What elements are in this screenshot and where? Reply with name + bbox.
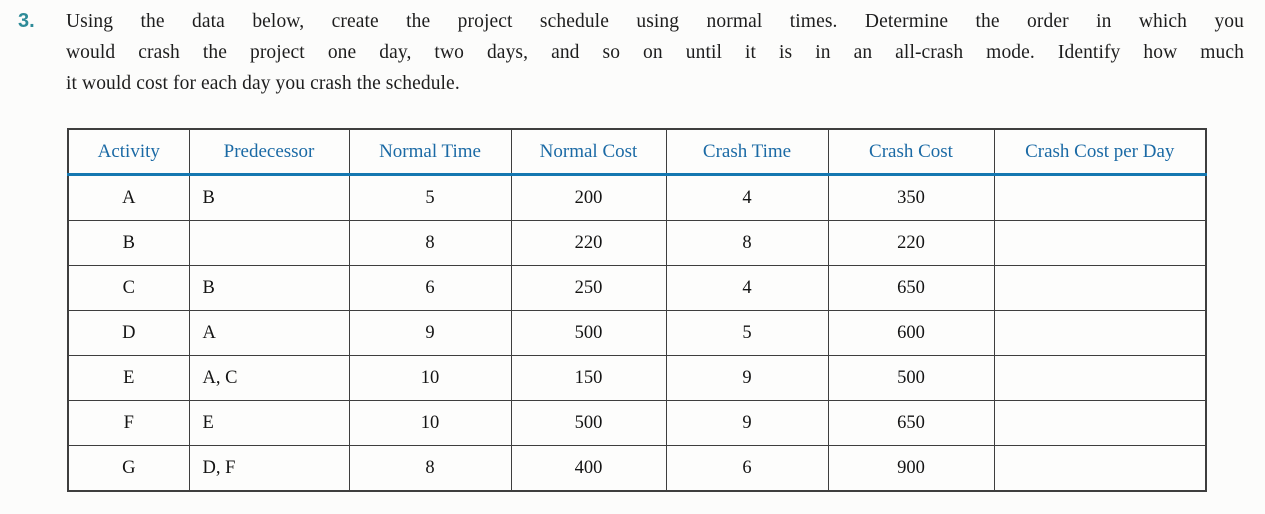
header-row: Activity Predecessor Normal Time Normal … — [67, 128, 1207, 176]
cell-normal-time: 10 — [348, 400, 512, 446]
cell-crash-cost: 650 — [827, 265, 995, 311]
cell-crash-time: 5 — [665, 310, 829, 356]
cell-crash-cost-per-day — [993, 310, 1207, 356]
column-header-predecessor: Predecessor — [188, 128, 350, 176]
table-row: E A, C 10 150 9 500 — [67, 355, 1207, 401]
cell-crash-cost-per-day — [993, 174, 1207, 221]
cell-activity: F — [67, 400, 190, 446]
problem-statement: 3. Using the data below, create the proj… — [18, 6, 1244, 99]
table-header: Activity Predecessor Normal Time Normal … — [67, 128, 1207, 176]
cell-predecessor: B — [188, 174, 350, 221]
cell-crash-time: 4 — [665, 174, 829, 221]
table-row: G D, F 8 400 6 900 — [67, 445, 1207, 492]
problem-text-line: would crash the project one day, two day… — [66, 42, 1244, 63]
column-header-normal-time: Normal Time — [348, 128, 512, 176]
cell-crash-cost: 220 — [827, 220, 995, 266]
cell-normal-time: 6 — [348, 265, 512, 311]
cell-crash-cost-per-day — [993, 445, 1207, 492]
table-row: D A 9 500 5 600 — [67, 310, 1207, 356]
cell-crash-time: 9 — [665, 400, 829, 446]
cell-crash-time: 8 — [665, 220, 829, 266]
cell-normal-cost: 250 — [510, 265, 667, 311]
cell-crash-cost: 650 — [827, 400, 995, 446]
cell-crash-cost: 900 — [827, 445, 995, 492]
cell-predecessor: A — [188, 310, 350, 356]
cell-activity: C — [67, 265, 190, 311]
problem-text-line: Using the data below, create the project… — [66, 11, 1244, 32]
cell-normal-time: 5 — [348, 174, 512, 221]
cell-crash-cost: 500 — [827, 355, 995, 401]
cell-normal-time: 9 — [348, 310, 512, 356]
cell-predecessor: B — [188, 265, 350, 311]
cell-crash-time: 4 — [665, 265, 829, 311]
cell-activity: G — [67, 445, 190, 492]
cell-crash-cost-per-day — [993, 355, 1207, 401]
column-header-normal-cost: Normal Cost — [510, 128, 667, 176]
problem-number: 3. — [18, 10, 35, 32]
cell-normal-cost: 500 — [510, 310, 667, 356]
cell-normal-cost: 200 — [510, 174, 667, 221]
table-row: B 8 220 8 220 — [67, 220, 1207, 266]
table-row: F E 10 500 9 650 — [67, 400, 1207, 446]
cell-crash-cost-per-day — [993, 220, 1207, 266]
cell-activity: A — [67, 174, 190, 221]
column-header-crash-time: Crash Time — [665, 128, 829, 176]
cell-normal-time: 10 — [348, 355, 512, 401]
cell-normal-cost: 220 — [510, 220, 667, 266]
table-row: C B 6 250 4 650 — [67, 265, 1207, 311]
cell-crash-time: 6 — [665, 445, 829, 492]
table-body: A B 5 200 4 350 B 8 220 8 220 C B 6 250 … — [67, 174, 1207, 492]
cell-predecessor: A, C — [188, 355, 350, 401]
problem-text-line: it would cost for each day you crash the… — [66, 73, 460, 94]
cell-activity: B — [67, 220, 190, 266]
cell-crash-cost-per-day — [993, 400, 1207, 446]
table-row: A B 5 200 4 350 — [67, 174, 1207, 221]
cell-normal-cost: 400 — [510, 445, 667, 492]
cell-normal-time: 8 — [348, 220, 512, 266]
cell-crash-cost-per-day — [993, 265, 1207, 311]
cell-crash-cost: 350 — [827, 174, 995, 221]
cell-predecessor — [188, 220, 350, 266]
cell-crash-time: 9 — [665, 355, 829, 401]
cell-activity: D — [67, 310, 190, 356]
cell-normal-time: 8 — [348, 445, 512, 492]
cell-predecessor: D, F — [188, 445, 350, 492]
cell-activity: E — [67, 355, 190, 401]
column-header-crash-cost: Crash Cost — [827, 128, 995, 176]
cell-normal-cost: 500 — [510, 400, 667, 446]
problem-text: Using the data below, create the project… — [66, 6, 1244, 99]
crash-schedule-table: Activity Predecessor Normal Time Normal … — [67, 128, 1207, 492]
cell-predecessor: E — [188, 400, 350, 446]
column-header-crash-cost-per-day: Crash Cost per Day — [993, 128, 1207, 176]
column-header-activity: Activity — [67, 128, 190, 176]
cell-crash-cost: 600 — [827, 310, 995, 356]
cell-normal-cost: 150 — [510, 355, 667, 401]
